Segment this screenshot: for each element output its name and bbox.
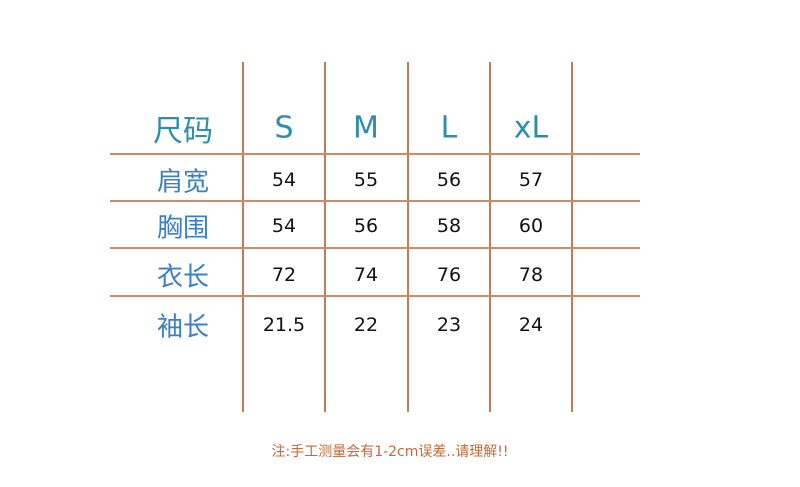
table-cell: 54 — [271, 169, 297, 191]
table-cell: 22 — [353, 314, 379, 336]
grid-line — [242, 62, 244, 412]
grid-line — [324, 62, 326, 412]
table-cell: 56 — [353, 215, 379, 237]
header-size-s: S — [274, 110, 294, 146]
table-cell: 55 — [353, 169, 379, 191]
table-cell: 78 — [518, 264, 544, 286]
table-cell: 54 — [271, 215, 297, 237]
table-cell: 58 — [436, 215, 462, 237]
table-cell: 72 — [271, 264, 297, 286]
row-label: 胸围 — [156, 213, 209, 244]
grid-line — [110, 200, 640, 202]
grid-line — [110, 247, 640, 249]
table-cell: 74 — [353, 264, 379, 286]
header-size-l: L — [440, 110, 458, 146]
row-label: 肩宽 — [156, 167, 209, 198]
table-cell: 60 — [518, 215, 544, 237]
table-cell: 76 — [436, 264, 462, 286]
header-size-label: 尺码 — [153, 114, 213, 149]
table-cell: 56 — [436, 169, 462, 191]
table-cell: 21.5 — [262, 314, 306, 336]
grid-line — [489, 62, 491, 412]
table-cell: 57 — [518, 169, 544, 191]
row-label: 衣长 — [156, 262, 209, 293]
grid-line — [110, 295, 640, 297]
table-cell: 23 — [436, 314, 462, 336]
row-label: 袖长 — [156, 312, 209, 343]
header-size-xl: xL — [513, 110, 549, 146]
table-cell: 24 — [518, 314, 544, 336]
grid-line — [407, 62, 409, 412]
grid-line — [110, 153, 640, 155]
grid-line — [571, 62, 573, 412]
header-size-m: M — [353, 110, 379, 146]
measurement-note: 注:手工测量会有1-2cm误差..请理解!! — [271, 444, 509, 460]
